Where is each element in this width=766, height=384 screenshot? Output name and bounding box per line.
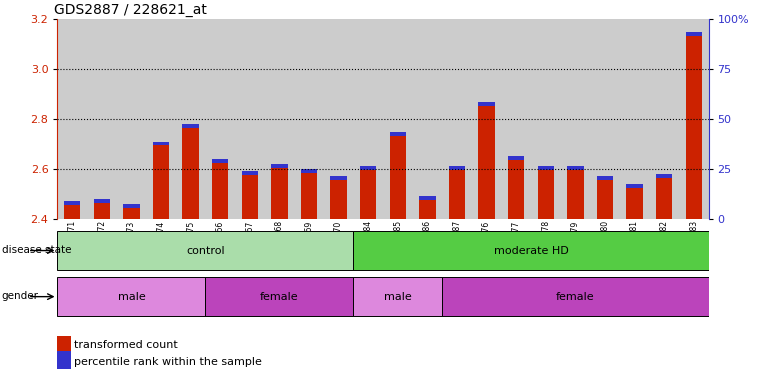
Bar — [627, 184, 643, 219]
Bar — [57, 231, 353, 270]
Bar — [324, 19, 353, 219]
Text: female: female — [260, 291, 299, 302]
Bar — [650, 19, 679, 219]
Bar — [242, 172, 258, 175]
Bar — [597, 177, 613, 180]
Bar — [442, 19, 472, 219]
Bar — [508, 157, 524, 219]
Bar — [182, 124, 198, 219]
Bar — [568, 167, 584, 219]
Bar — [419, 196, 436, 200]
Bar — [360, 167, 376, 219]
Bar — [390, 131, 406, 136]
Bar — [153, 142, 169, 146]
Text: female: female — [556, 291, 594, 302]
Bar — [353, 231, 709, 270]
Bar — [479, 101, 495, 106]
Bar — [271, 164, 287, 168]
Bar — [656, 174, 673, 178]
Bar — [301, 169, 317, 219]
Text: disease state: disease state — [2, 245, 71, 255]
Bar — [271, 164, 287, 219]
Bar — [205, 19, 235, 219]
Text: transformed count: transformed count — [74, 340, 178, 350]
Bar — [390, 132, 406, 219]
Bar — [176, 19, 205, 219]
Bar — [182, 124, 198, 128]
Bar — [87, 19, 116, 219]
Text: gender: gender — [2, 291, 38, 301]
Text: control: control — [186, 245, 224, 256]
Bar — [383, 19, 413, 219]
Bar — [360, 167, 376, 170]
Bar — [205, 277, 353, 316]
Bar — [153, 142, 169, 219]
Text: male: male — [384, 291, 411, 302]
Bar — [508, 157, 524, 161]
Bar — [57, 19, 87, 219]
Bar — [531, 19, 561, 219]
Bar — [620, 19, 650, 219]
Bar — [330, 177, 347, 180]
Bar — [294, 19, 324, 219]
Bar — [590, 19, 620, 219]
Bar — [301, 169, 317, 173]
Bar — [449, 167, 465, 170]
Text: percentile rank within the sample: percentile rank within the sample — [74, 357, 262, 367]
Bar — [686, 32, 702, 219]
Bar — [597, 177, 613, 219]
Bar — [64, 201, 80, 219]
Bar — [479, 102, 495, 219]
Bar — [627, 184, 643, 188]
Bar — [449, 167, 465, 219]
Bar — [442, 277, 709, 316]
Bar — [538, 167, 554, 219]
Bar — [123, 204, 139, 208]
Text: GDS2887 / 228621_at: GDS2887 / 228621_at — [54, 3, 207, 17]
Bar — [235, 19, 264, 219]
Bar — [353, 277, 442, 316]
Bar — [57, 277, 205, 316]
Bar — [212, 159, 228, 163]
Bar — [242, 172, 258, 219]
Bar — [561, 19, 590, 219]
Bar — [568, 167, 584, 170]
Bar — [419, 196, 436, 219]
Bar — [679, 19, 709, 219]
Text: moderate HD: moderate HD — [493, 245, 568, 256]
Bar — [656, 174, 673, 219]
Bar — [212, 159, 228, 219]
Bar — [538, 167, 554, 170]
Bar — [686, 32, 702, 36]
Bar — [123, 204, 139, 219]
Bar — [353, 19, 383, 219]
Bar — [472, 19, 502, 219]
Text: male: male — [117, 291, 146, 302]
Bar — [413, 19, 442, 219]
Bar — [264, 19, 294, 219]
Bar — [116, 19, 146, 219]
Bar — [93, 199, 110, 219]
Bar — [502, 19, 531, 219]
Bar — [64, 201, 80, 205]
Bar — [93, 199, 110, 203]
Bar — [330, 177, 347, 219]
Bar — [146, 19, 176, 219]
